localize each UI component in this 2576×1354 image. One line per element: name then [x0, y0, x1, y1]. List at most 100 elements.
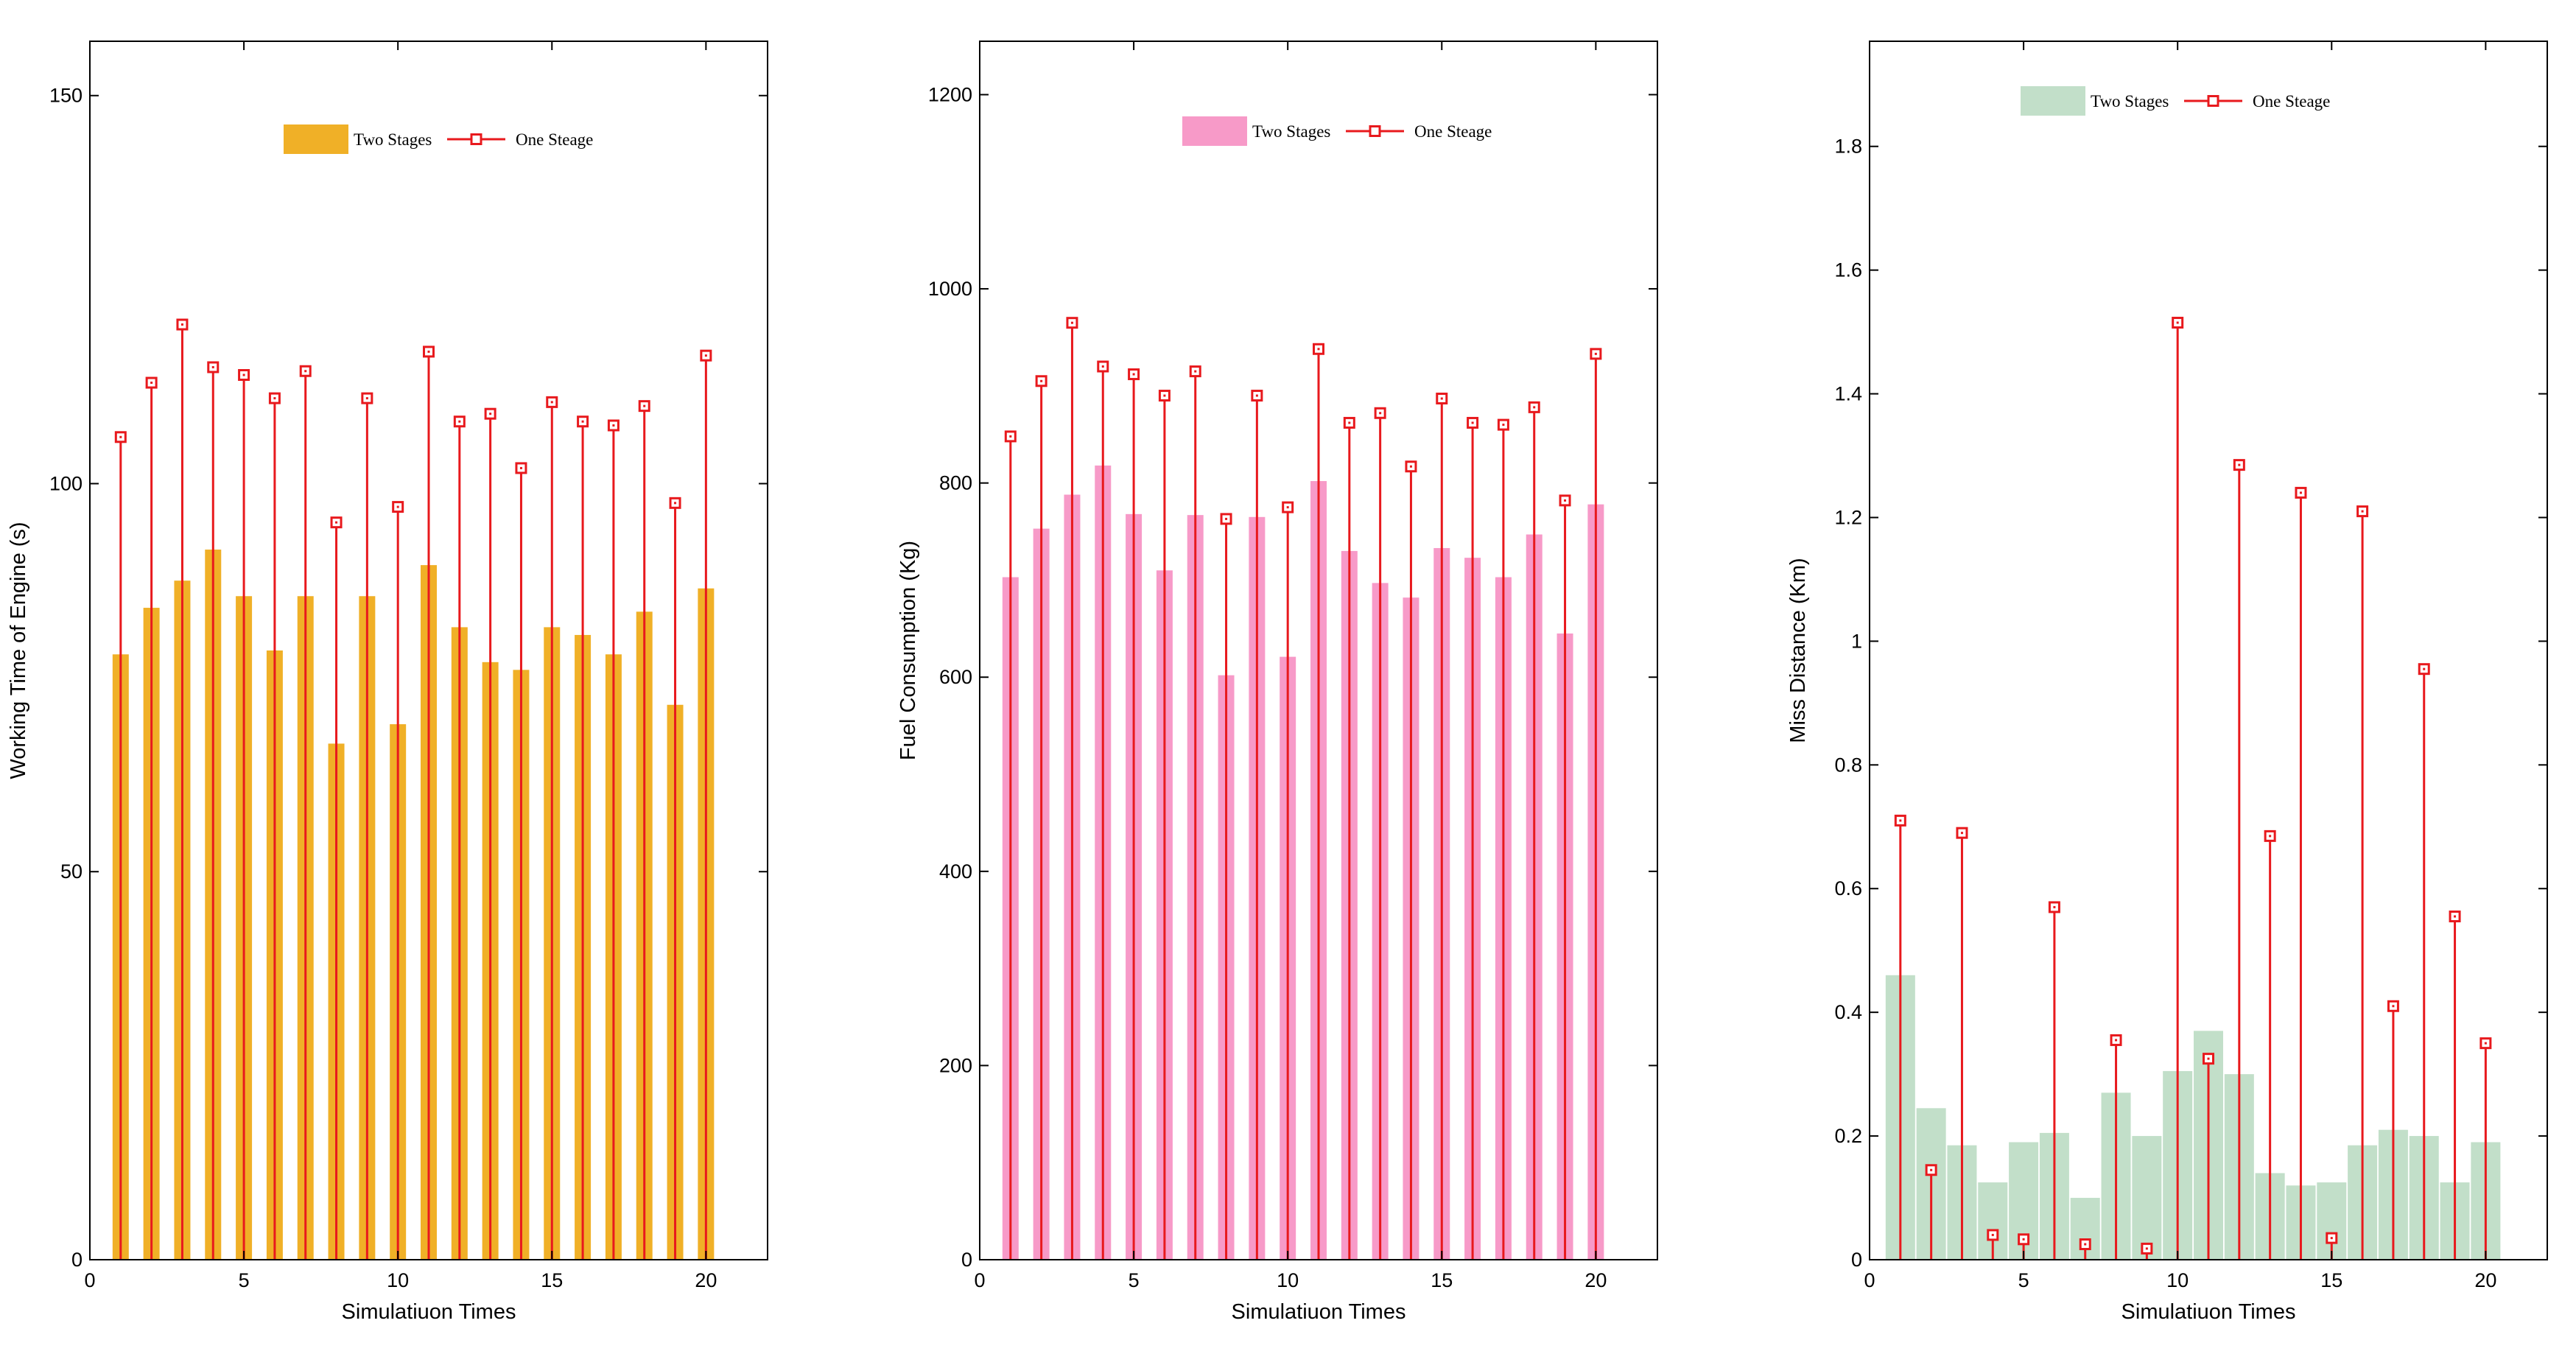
x-tick-label: 10: [387, 1269, 409, 1291]
y-tick-label: 0: [71, 1249, 83, 1271]
marker-dot-one-steage-5: [242, 373, 245, 376]
marker-dot-one-steage-3: [180, 323, 183, 326]
marker-dot-one-steage-19: [2454, 915, 2457, 918]
y-tick-label: 0: [961, 1249, 972, 1271]
marker-dot-one-steage-13: [489, 413, 492, 415]
marker-dot-one-steage-14: [519, 466, 522, 469]
marker-dot-one-steage-18: [1533, 406, 1536, 409]
marker-dot-one-steage-16: [581, 420, 584, 423]
x-axis-title: Simulatiuon Times: [1232, 1300, 1406, 1324]
marker-dot-one-steage-5: [1132, 373, 1135, 376]
marker-dot-one-steage-16: [1471, 421, 1474, 424]
marker-dot-one-steage-10: [2176, 321, 2179, 324]
legend: Two Stages One Steage: [2021, 86, 2330, 116]
marker-dot-one-steage-11: [2207, 1057, 2210, 1060]
marker-dot-one-steage-14: [2299, 491, 2302, 494]
marker-dot-one-steage-7: [304, 370, 307, 373]
x-tick-label: 15: [541, 1269, 563, 1291]
marker-dot-one-steage-6: [1163, 394, 1166, 397]
legend: Two Stages One Steage: [1182, 116, 1492, 146]
marker-dot-one-steage-6: [2053, 905, 2056, 908]
marker-dot-one-steage-4: [1991, 1233, 1994, 1236]
marker-dot-one-steage-15: [550, 401, 553, 404]
marker-dot-one-steage-12: [2238, 463, 2241, 466]
marker-dot-one-steage-1: [1009, 435, 1012, 438]
legend: Two Stages One Steage: [284, 124, 593, 154]
marker-dot-one-steage-9: [1255, 394, 1258, 397]
legend-marker-one-steage: [1369, 125, 1381, 137]
y-tick-label: 1: [1851, 630, 1862, 652]
marker-dot-one-steage-20: [1594, 352, 1597, 355]
y-tick-label: 50: [60, 860, 83, 883]
marker-dot-one-steage-6: [273, 397, 276, 400]
marker-dot-one-steage-8: [335, 521, 338, 524]
marker-dot-one-steage-7: [1194, 370, 1197, 373]
legend-marker-one-steage: [2207, 95, 2219, 107]
marker-dot-one-steage-8: [1225, 517, 1228, 520]
marker-dot-one-steage-4: [211, 365, 214, 368]
y-axis-title: Working Time of Engine (s): [7, 522, 30, 779]
x-tick-label: 5: [1129, 1269, 1140, 1291]
legend-label-two-stages: Two Stages: [354, 130, 432, 149]
marker-dot-one-steage-14: [1409, 465, 1412, 468]
y-tick-label: 200: [939, 1054, 972, 1076]
x-tick-label: 20: [695, 1269, 717, 1291]
marker-dot-one-steage-2: [150, 382, 153, 385]
marker-dot-one-steage-19: [674, 502, 677, 505]
marker-dot-one-steage-2: [1040, 379, 1043, 382]
x-axis-title: Simulatiuon Times: [2121, 1300, 2296, 1324]
x-tick-label: 0: [1864, 1269, 1875, 1291]
legend-label-two-stages: Two Stages: [1252, 122, 1330, 141]
marker-dot-one-steage-17: [2392, 1005, 2395, 1008]
chart-panel-3: 0 5 10 15 20 0 0.2 0.4 0.6 0.8 1 1.2 1.4 1.6 1.8 Simula…: [1786, 41, 2548, 1324]
marker-dot-one-steage-16: [2361, 510, 2364, 513]
marker-dot-one-steage-19: [1564, 499, 1567, 502]
y-tick-label: 1000: [928, 278, 972, 300]
marker-dot-one-steage-20: [704, 354, 707, 357]
marker-dot-one-steage-12: [458, 420, 461, 423]
plot-frame: [89, 41, 768, 1260]
y-tick-label: 1.2: [1834, 506, 1862, 528]
marker-dot-one-steage-11: [1317, 348, 1320, 351]
x-tick-label: 15: [1431, 1269, 1453, 1291]
marker-dot-one-steage-1: [1899, 819, 1902, 822]
marker-dot-one-steage-20: [2484, 1042, 2487, 1045]
chart-panel-2: 0 5 10 15 20020040060080010001200Simulatiuon…: [896, 41, 1658, 1324]
y-tick-label: 0.4: [1834, 1001, 1862, 1023]
marker-dot-one-steage-3: [1070, 321, 1073, 324]
legend-label-one-steage: One Steage: [516, 130, 593, 149]
plot-frame: [979, 41, 1658, 1260]
marker-dot-one-steage-9: [365, 397, 368, 400]
y-tick-label: 600: [939, 666, 972, 688]
y-axis-title: Miss Distance (Km): [1786, 558, 1810, 743]
y-tick-label: 100: [49, 472, 83, 494]
marker-dot-one-steage-4: [1101, 365, 1104, 368]
marker-dot-one-steage-2: [1930, 1168, 1933, 1171]
legend-swatch-two-stages: [284, 124, 348, 154]
x-tick-label: 5: [239, 1269, 250, 1291]
marker-dot-one-steage-12: [1348, 421, 1351, 424]
marker-dot-one-steage-10: [396, 505, 399, 508]
marker-dot-one-steage-9: [2145, 1247, 2148, 1250]
legend-swatch-two-stages: [1182, 116, 1247, 146]
marker-dot-one-steage-18: [2423, 667, 2426, 670]
y-tick-label: 1.4: [1834, 383, 1862, 405]
marker-dot-one-steage-7: [2084, 1243, 2087, 1246]
x-tick-label: 0: [974, 1269, 985, 1291]
y-tick-label: 1.8: [1834, 136, 1862, 158]
chart-panel-1: 0 5 10 15 20 0 50 100 150 Simulatiuon Times Workin…: [7, 41, 768, 1324]
marker-dot-one-steage-13: [1379, 412, 1382, 415]
legend-marker-one-steage: [470, 133, 482, 145]
y-tick-label: 0: [1851, 1249, 1862, 1271]
x-tick-label: 10: [1277, 1269, 1299, 1291]
x-tick-label: 10: [2166, 1269, 2189, 1291]
y-tick-label: 1.6: [1834, 259, 1862, 281]
x-tick-label: 0: [84, 1269, 95, 1291]
x-tick-label: 20: [2474, 1269, 2496, 1291]
marker-dot-one-steage-18: [643, 404, 646, 407]
legend-swatch-two-stages: [2021, 86, 2085, 116]
marker-dot-one-steage-10: [1286, 506, 1289, 509]
marker-dot-one-steage-3: [1960, 832, 1963, 835]
y-axis-title: Fuel Consumption (Kg): [896, 541, 920, 760]
